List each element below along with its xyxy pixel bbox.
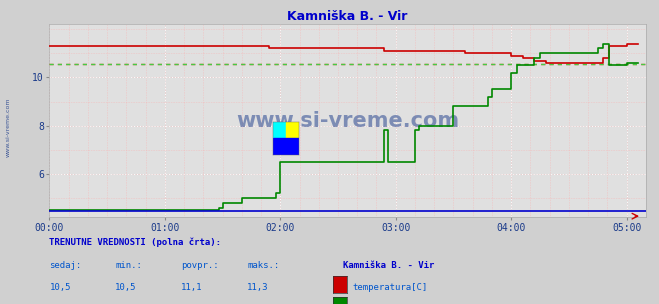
Text: temperatura[C]: temperatura[C] <box>353 283 428 292</box>
Polygon shape <box>286 122 299 138</box>
Text: Kamniška B. - Vir: Kamniška B. - Vir <box>343 261 434 270</box>
Text: 10,5: 10,5 <box>49 283 71 292</box>
Polygon shape <box>273 122 286 138</box>
Text: povpr.:: povpr.: <box>181 261 219 270</box>
Title: Kamniška B. - Vir: Kamniška B. - Vir <box>287 10 408 23</box>
Polygon shape <box>273 138 299 155</box>
Text: www.si-vreme.com: www.si-vreme.com <box>5 98 11 157</box>
Text: www.si-vreme.com: www.si-vreme.com <box>236 111 459 131</box>
Text: 11,1: 11,1 <box>181 283 203 292</box>
Text: min.:: min.: <box>115 261 142 270</box>
Text: sedaj:: sedaj: <box>49 261 82 270</box>
Text: 11,3: 11,3 <box>247 283 269 292</box>
Text: TRENUTNE VREDNOSTI (polna črta):: TRENUTNE VREDNOSTI (polna črta): <box>49 237 221 247</box>
Text: maks.:: maks.: <box>247 261 279 270</box>
Text: 10,5: 10,5 <box>115 283 137 292</box>
